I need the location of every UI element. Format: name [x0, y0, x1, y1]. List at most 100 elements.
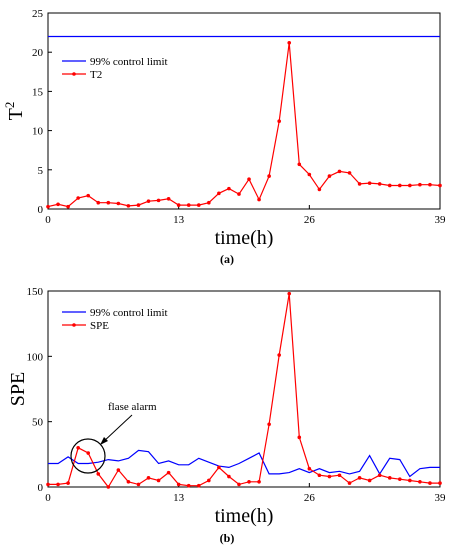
point-a-1-16 [207, 200, 211, 205]
legend-box-b [56, 304, 180, 334]
point-b-1-18 [227, 474, 231, 479]
x-tick-label-a-2: 26 [304, 214, 316, 226]
point-a-1-20 [247, 177, 251, 182]
point-b-1-38 [428, 481, 432, 485]
series-line-b-0 [48, 449, 440, 478]
false-alarm-arrow-line [101, 414, 133, 444]
point-a-1-25 [297, 162, 302, 167]
legend-marker-t2-a [72, 72, 76, 76]
y-axis-label-b: SPE [7, 372, 29, 406]
point-b-1-4 [86, 451, 91, 455]
point-b-1-35 [397, 477, 402, 481]
point-a-1-31 [357, 182, 362, 186]
x-tick-label-a-1: 13 [173, 214, 185, 226]
point-a-1-21 [257, 197, 261, 202]
point-a-1-8 [126, 204, 131, 208]
point-b-1-14 [186, 483, 191, 488]
point-b-1-17 [217, 465, 221, 470]
point-a-1-2 [66, 204, 70, 209]
point-a-1-36 [408, 183, 412, 188]
point-a-1-3 [76, 196, 80, 200]
y-tick-label-a-0: 0 [38, 204, 44, 216]
point-b-1-33 [377, 473, 382, 478]
point-b-1-8 [126, 479, 131, 484]
point-b-1-37 [418, 479, 422, 484]
legend-box-a [56, 52, 180, 82]
point-b-1-6 [106, 485, 111, 489]
point-b-1-39 [438, 481, 442, 485]
point-a-1-5 [96, 200, 101, 205]
false-alarm-annotation: flase alarm [70, 401, 157, 474]
point-a-1-10 [146, 199, 151, 203]
point-b-1-9 [136, 482, 141, 487]
plot-area-a [47, 12, 441, 210]
false-alarm-text: flase alarm [108, 401, 157, 413]
caption-a-text: (a) [220, 252, 234, 266]
point-b-1-32 [367, 478, 372, 483]
point-a-1-29 [337, 169, 342, 174]
point-b-1-30 [347, 481, 352, 485]
legend-label-limit-b: 99% control limit [90, 307, 168, 319]
point-b-1-12 [166, 470, 171, 475]
x-tick-label-b-1: 13 [173, 492, 185, 504]
x-axis-label-b: time(h) [215, 505, 274, 527]
point-b-1-1 [56, 482, 60, 487]
point-b-1-11 [156, 478, 161, 483]
point-b-1-15 [196, 483, 201, 488]
point-b-1-3 [76, 446, 80, 450]
point-a-1-38 [428, 182, 432, 187]
point-b-1-16 [207, 478, 211, 483]
point-a-1-13 [176, 203, 181, 207]
x-tick-label-b-2: 26 [304, 492, 316, 504]
point-b-1-2 [66, 481, 70, 485]
point-b-1-21 [257, 479, 261, 484]
series-line-b-1 [48, 293, 440, 489]
point-b-1-29 [337, 473, 342, 478]
point-b-1-28 [327, 474, 332, 479]
point-a-1-27 [317, 187, 322, 192]
point-a-1-35 [397, 183, 402, 188]
point-a-1-18 [227, 186, 231, 191]
point-b-1-25 [297, 435, 302, 440]
point-a-1-1 [56, 202, 60, 207]
chart-a: 0 13 26 39 0 5 10 15 20 25 99% control limit T2 t… [2, 8, 446, 266]
x-tick-label-b-0: 0 [45, 492, 51, 504]
y-tick-label-a-3: 15 [32, 86, 44, 98]
point-a-1-14 [186, 203, 191, 207]
point-a-1-4 [86, 193, 91, 198]
x-axis-label-a: time(h) [215, 227, 274, 249]
y-axis-label-a-sup: 2 [2, 102, 17, 109]
point-a-1-22 [267, 174, 271, 178]
point-a-1-12 [166, 197, 171, 201]
false-alarm-arrowhead [100, 437, 108, 445]
point-b-1-34 [387, 476, 392, 480]
point-b-1-23 [277, 353, 281, 357]
y-tick-label-b-0: 0 [38, 482, 44, 494]
y-tick-label-a-4: 20 [32, 47, 44, 59]
point-a-1-32 [367, 181, 372, 185]
y-tick-label-a-5: 25 [32, 8, 44, 20]
point-a-1-0 [46, 204, 50, 209]
false-alarm-circle [70, 438, 106, 474]
caption-a: (a) [220, 252, 234, 266]
x-tick-label-a-0: 0 [45, 214, 51, 226]
legend-label-t2-a: T2 [90, 69, 102, 81]
point-a-1-6 [106, 200, 111, 205]
point-b-1-0 [46, 482, 50, 487]
x-tick-label-b-3: 39 [435, 492, 447, 504]
legend-a: 99% control limit T2 [56, 52, 180, 82]
point-a-1-30 [347, 171, 352, 175]
caption-b-text: (b) [220, 531, 235, 545]
series-line-a-1 [47, 42, 441, 208]
point-b-1-19 [237, 482, 241, 487]
point-a-1-28 [327, 174, 332, 178]
y-tick-label-b-2: 100 [27, 351, 44, 363]
point-a-1-7 [116, 201, 121, 206]
point-a-1-33 [377, 182, 382, 186]
point-b-1-20 [247, 479, 251, 484]
point-a-1-15 [196, 203, 201, 207]
x-tick-label-a-3: 39 [435, 214, 447, 226]
point-b-1-27 [317, 473, 322, 478]
point-b-1-13 [176, 482, 181, 487]
